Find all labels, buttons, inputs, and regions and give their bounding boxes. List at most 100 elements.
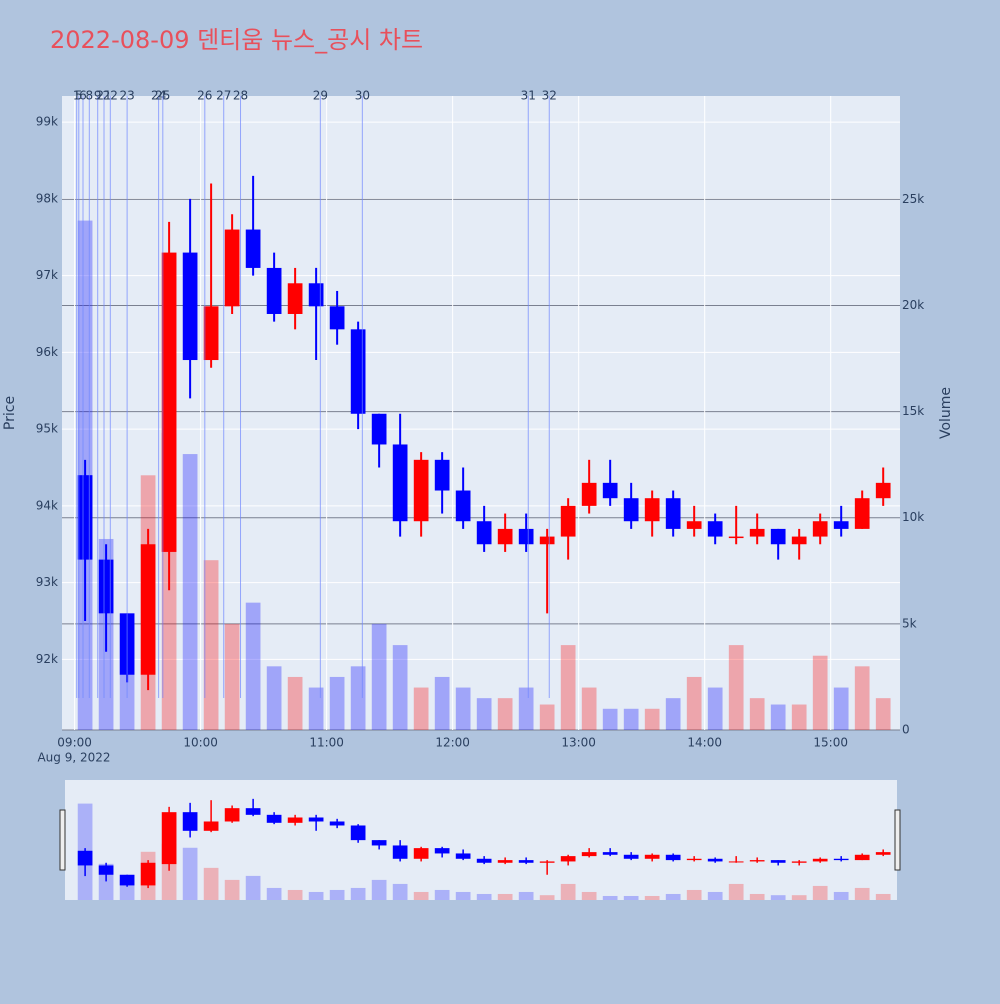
volume-bar <box>371 623 387 730</box>
candle-body <box>497 528 513 545</box>
y2-axis-title: Volume <box>938 387 954 439</box>
volume-bar <box>203 560 219 730</box>
volume-bar <box>854 666 870 730</box>
y-tick-label: 99k <box>36 115 58 129</box>
candle-body <box>140 544 156 675</box>
news-label: 8 <box>85 89 93 103</box>
slider-volume-bar <box>623 895 639 900</box>
candle-body <box>203 306 219 361</box>
slider-candle-body <box>518 860 534 863</box>
slider-candle-body <box>854 854 870 861</box>
slider-candle-body <box>287 817 303 823</box>
slider-volume-bar <box>770 895 786 900</box>
x-tick-label: 11:00 <box>309 736 344 750</box>
candle-body <box>707 521 723 537</box>
volume-bar <box>245 602 261 730</box>
slider-candle-body <box>665 854 681 861</box>
slider-volume-bar <box>812 885 828 900</box>
y-tick-label: 98k <box>36 191 58 205</box>
y2-tick-label: 25k <box>902 192 924 206</box>
candle-body <box>665 498 681 529</box>
x-tick-label: 13:00 <box>561 736 596 750</box>
volume-bar <box>266 666 282 730</box>
slider-volume-bar <box>287 889 303 900</box>
slider-candle-body <box>161 812 177 865</box>
slider-handle[interactable] <box>59 809 66 871</box>
slider-volume-bar <box>875 893 891 900</box>
volume-bar <box>875 698 891 730</box>
y-axis-title: Price <box>2 396 18 430</box>
slider-volume-bar <box>266 887 282 900</box>
candle-body <box>329 306 345 330</box>
volume-bar <box>623 708 639 730</box>
news-label: 6 <box>79 89 87 103</box>
slider-candle-body <box>434 848 450 854</box>
slider-candle-body <box>140 862 156 886</box>
news-label: 1 <box>73 89 81 103</box>
volume-bar <box>602 708 618 730</box>
volume-bar <box>728 645 744 730</box>
slider-candle-body <box>224 808 240 822</box>
volume-bar <box>497 698 513 730</box>
y-tick-label: 92k <box>36 652 58 666</box>
candle-body <box>623 498 639 522</box>
y2-tick-label: 5k <box>902 616 917 630</box>
candle-body <box>434 459 450 491</box>
slider-volume-bar <box>749 893 765 900</box>
chart-title: 2022-08-09 덴티움 뉴스_공시 차트 <box>50 26 423 54</box>
x-tick-label: 09:00 <box>57 736 92 750</box>
range-slider[interactable] <box>65 780 897 900</box>
candle-body <box>686 521 702 529</box>
slider-volume-bar <box>539 895 555 900</box>
volume-bar <box>224 623 240 730</box>
slider-candle-body <box>728 861 744 863</box>
slider-handle[interactable] <box>894 809 901 871</box>
y2-tick-label: 10k <box>902 510 924 524</box>
slider-candle-body <box>245 808 261 815</box>
candle-body <box>539 536 555 545</box>
candle-body <box>833 521 849 529</box>
slider-candle-body <box>329 821 345 826</box>
candle-body <box>812 521 828 537</box>
volume-bar <box>644 708 660 730</box>
candle-body <box>875 482 891 499</box>
slider-volume-bar <box>413 891 429 900</box>
slider-candle-body <box>623 854 639 859</box>
news-label: 21 <box>96 89 111 103</box>
x-tick-label: 12:00 <box>435 736 470 750</box>
volume-bar <box>686 676 702 730</box>
candle-body <box>602 482 618 499</box>
slider-candle-body <box>812 858 828 862</box>
slider-candle-body <box>791 861 807 863</box>
candle-body <box>287 283 303 314</box>
y2-tick-label: 0 <box>902 723 910 737</box>
candle-body <box>518 528 534 545</box>
candle-body <box>644 498 660 522</box>
slider-candle-body <box>266 814 282 823</box>
candle-body <box>392 444 408 522</box>
y-tick-label: 97k <box>36 268 58 282</box>
news-label: 28 <box>233 89 248 103</box>
slider-candle-body <box>308 817 324 822</box>
slider-candle-body <box>98 865 114 875</box>
volume-bar <box>539 704 555 730</box>
slider-volume-bar <box>308 891 324 900</box>
candle-body <box>476 521 492 545</box>
slider-volume-bar <box>245 875 261 900</box>
x-tick-label: 10:00 <box>183 736 218 750</box>
candle-body <box>455 490 471 522</box>
slider-candle-body <box>749 860 765 862</box>
news-label: 27 <box>216 89 231 103</box>
news-label: 5 <box>75 89 83 103</box>
slider-volume-bar <box>182 847 198 900</box>
y-tick-label: 96k <box>36 345 58 359</box>
slider-volume-bar <box>350 887 366 900</box>
slider-volume-bar <box>854 887 870 900</box>
slider-volume-bar <box>518 891 534 900</box>
slider-volume-bar <box>434 889 450 900</box>
slider-candle-body <box>119 874 135 886</box>
candle-body <box>854 498 870 529</box>
volume-bar <box>581 687 597 730</box>
news-label: 30 <box>355 89 370 103</box>
slider-volume-bar <box>665 893 681 900</box>
